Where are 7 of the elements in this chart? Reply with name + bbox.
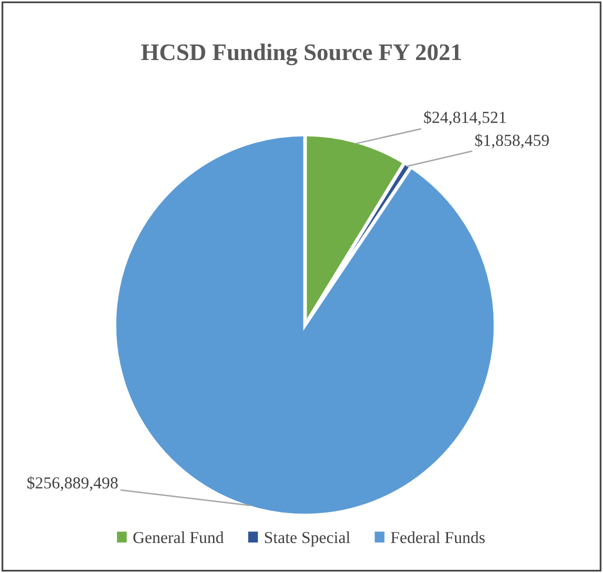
legend-label: Federal Funds [390, 531, 485, 544]
data-label: $24,814,521 [424, 110, 506, 126]
legend-label: General Fund [133, 531, 224, 544]
data-label: $1,858,459 [475, 134, 549, 148]
chart-title: HCSD Funding Source FY 2021 [141, 44, 461, 66]
data-label: $256,889,498 [27, 476, 118, 491]
legend-label: State Special [264, 531, 350, 547]
